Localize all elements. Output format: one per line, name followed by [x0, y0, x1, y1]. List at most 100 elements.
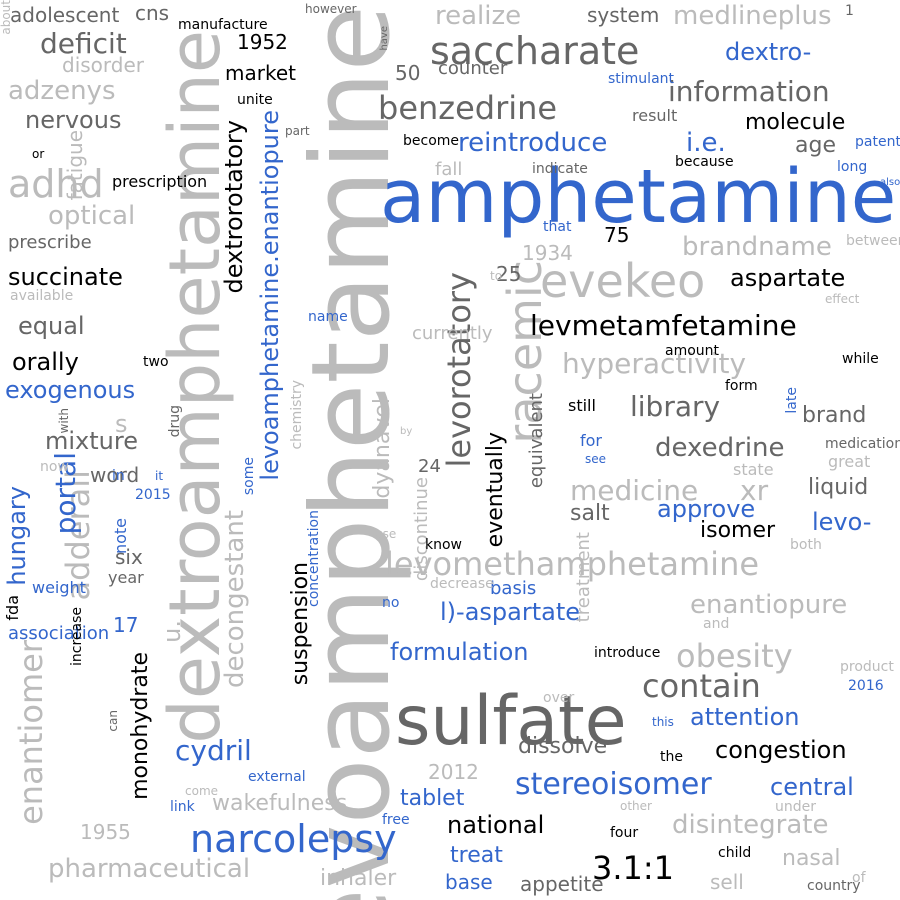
- word-basis: basis: [490, 578, 537, 599]
- word-or: or: [32, 147, 45, 161]
- word-counter: counter: [438, 58, 508, 79]
- word-equivalent: equivalent: [526, 393, 547, 489]
- word-indicate: indicate: [532, 161, 588, 177]
- word-levoamphetamine-enantiopure: levoamphetamine.enantiopure: [256, 110, 284, 481]
- word-brandname: brandname: [682, 232, 832, 262]
- word-manufacture: manufacture: [178, 17, 268, 33]
- word-1934: 1934: [522, 241, 573, 265]
- word-approve: approve: [657, 495, 756, 523]
- word-the: the: [660, 749, 683, 765]
- word-aspartate: aspartate: [730, 264, 846, 292]
- word-prescription: prescription: [112, 172, 208, 191]
- word-unite: unite: [237, 92, 273, 108]
- word-link: link: [170, 799, 195, 815]
- word-liquid: liquid: [808, 475, 869, 500]
- word-mixture: mixture: [45, 427, 138, 455]
- word-library: library: [630, 390, 721, 423]
- word-fatigue: fatigue: [63, 130, 87, 201]
- word-know: know: [425, 537, 462, 553]
- word-in: in: [112, 468, 125, 484]
- word-eventually: eventually: [483, 432, 508, 548]
- word-note: note: [111, 518, 130, 555]
- word-between: between: [846, 233, 900, 249]
- word-to: to: [490, 269, 503, 283]
- word-salt: salt: [570, 501, 610, 526]
- word-medicine: medicine: [570, 474, 699, 507]
- word-i-e: i.e.: [686, 128, 726, 158]
- word-50: 50: [395, 61, 421, 85]
- word-molecule: molecule: [745, 110, 846, 135]
- word-1: 1: [845, 3, 854, 19]
- word-dextrorotatory: dextrorotatory: [220, 120, 248, 294]
- word-brand: brand: [802, 403, 867, 428]
- word-dextro: dextro-: [725, 38, 812, 66]
- word-for: for: [580, 431, 602, 450]
- word-benzedrine: benzedrine: [378, 89, 558, 127]
- word-have: have: [379, 26, 390, 51]
- word-currently: currently: [412, 323, 493, 344]
- word-prescribe: prescribe: [8, 232, 92, 253]
- word-amount: amount: [665, 343, 720, 359]
- word-deficit: deficit: [40, 27, 127, 60]
- word-levo: levo-: [812, 508, 872, 536]
- word-under: under: [775, 799, 817, 815]
- word-come: come: [185, 784, 219, 798]
- word-can: can: [106, 710, 120, 732]
- word-narcolepsy: narcolepsy: [190, 817, 397, 861]
- word-medication: medication: [825, 436, 900, 452]
- word-nasal: nasal: [782, 846, 841, 871]
- word-reintroduce: reintroduce: [458, 128, 608, 158]
- word-succinate: succinate: [8, 263, 123, 291]
- word-late: late: [784, 387, 800, 414]
- word-monohydrate: monohydrate: [128, 652, 153, 800]
- word-association: association: [8, 623, 110, 644]
- word-this: this: [652, 715, 674, 729]
- word-orally: orally: [12, 348, 79, 376]
- word-child: child: [718, 845, 752, 861]
- word-available: available: [10, 288, 74, 304]
- word-both: both: [790, 537, 822, 553]
- word-by: by: [400, 426, 413, 437]
- word-isomer: isomer: [700, 518, 776, 543]
- word-two: two: [143, 354, 169, 370]
- word-saccharate: saccharate: [430, 29, 640, 73]
- word-no: no: [382, 595, 400, 611]
- word-information: information: [668, 75, 830, 108]
- word-17: 17: [113, 613, 139, 637]
- word-with: with: [57, 408, 71, 434]
- word-formulation: formulation: [390, 638, 529, 666]
- word-exogenous: exogenous: [5, 376, 136, 404]
- word-amphetamine: amphetamine: [380, 154, 897, 240]
- word-contain: contain: [642, 667, 761, 705]
- word-enantiomer: enantiomer: [12, 640, 50, 825]
- word-part: part: [285, 124, 310, 138]
- word-long: long: [837, 159, 868, 175]
- word-sell: sell: [710, 870, 744, 894]
- word-product: product: [840, 659, 894, 675]
- word-s: s: [115, 410, 128, 438]
- word-fda: fda: [3, 595, 22, 621]
- word-levorotatory: levorotatory: [440, 272, 478, 468]
- word-word: word: [90, 463, 140, 487]
- word-pharmaceutical: pharmaceutical: [48, 854, 251, 884]
- word-1955: 1955: [80, 820, 131, 844]
- word-attention: attention: [690, 703, 800, 731]
- word-four: four: [610, 825, 639, 841]
- word-obesity: obesity: [676, 637, 793, 675]
- word-market: market: [225, 61, 296, 85]
- word-treatment: treatment: [573, 532, 594, 623]
- word-adolescent: adolescent: [10, 3, 120, 27]
- word-wakefulness: wakefulness: [212, 791, 348, 816]
- word-over: over: [543, 690, 575, 706]
- word-concentration: concentration: [306, 510, 322, 607]
- word-patent: patent: [855, 134, 900, 150]
- word-become: become: [403, 133, 460, 149]
- word-congestion: congestion: [715, 736, 847, 764]
- word-equal: equal: [18, 312, 85, 340]
- word-xr: xr: [740, 474, 769, 507]
- word-hungary: hungary: [3, 486, 31, 586]
- word-base: base: [445, 870, 493, 894]
- word-some: some: [241, 457, 257, 496]
- word-24: 24: [418, 456, 441, 477]
- word-increase: increase: [69, 607, 85, 667]
